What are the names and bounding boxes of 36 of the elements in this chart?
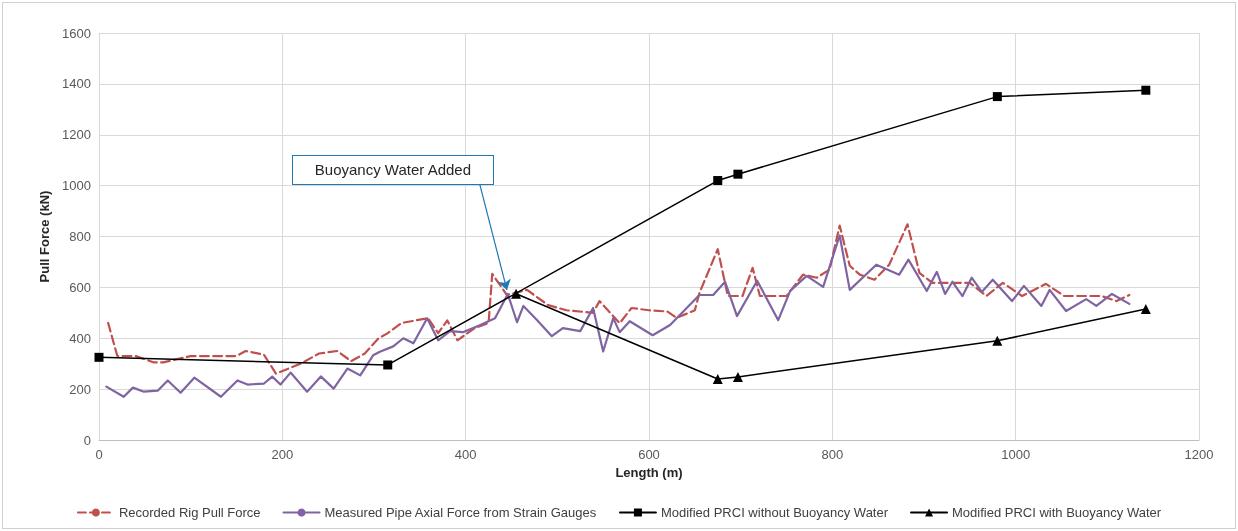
point [992, 92, 1002, 102]
point [712, 373, 723, 384]
point [94, 352, 104, 362]
y-tick-label: 200 [69, 381, 91, 397]
legend-label: Modified PRCI without Buoyancy Water [660, 505, 889, 520]
y-tick-label: 600 [69, 279, 91, 295]
point [1140, 304, 1151, 314]
legend-label: Recorded Rig Pull Force [118, 505, 261, 520]
y-tick-label: 400 [69, 330, 91, 346]
point [713, 176, 723, 186]
line-series [107, 223, 1131, 375]
y-tick-label: 1400 [62, 76, 91, 92]
x-axis-title: Length (m) [615, 464, 683, 480]
y-tick-label: 0 [83, 432, 91, 448]
y-tick-label: 1000 [62, 178, 91, 194]
point [732, 371, 743, 382]
point [1141, 85, 1151, 95]
x-tick-label: 200 [271, 447, 294, 462]
line-series [105, 234, 1131, 398]
legend-label: Modified PRCI with Buoyancy Water [952, 505, 1162, 520]
x-tick-label: 1200 [1184, 447, 1214, 462]
x-tick-label: 400 [454, 447, 477, 462]
point [992, 335, 1003, 346]
point [383, 360, 393, 370]
point [733, 169, 743, 179]
y-tick-label: 800 [69, 229, 91, 244]
x-tick-label: 600 [638, 447, 660, 462]
y-tick-label: 1600 [62, 25, 91, 41]
x-tick-label: 800 [821, 447, 844, 462]
annotation: Buoyancy Water Added [291, 154, 494, 185]
y-axis-title: Pull Force (kN) [37, 190, 52, 283]
x-tick-label: 0 [95, 447, 103, 462]
x-tick-label: 1000 [1001, 447, 1031, 462]
y-tick-label: 1200 [62, 127, 91, 143]
legend-label: Measured Pipe Axial Force from Strain Gauges [324, 505, 597, 520]
point [511, 288, 522, 299]
